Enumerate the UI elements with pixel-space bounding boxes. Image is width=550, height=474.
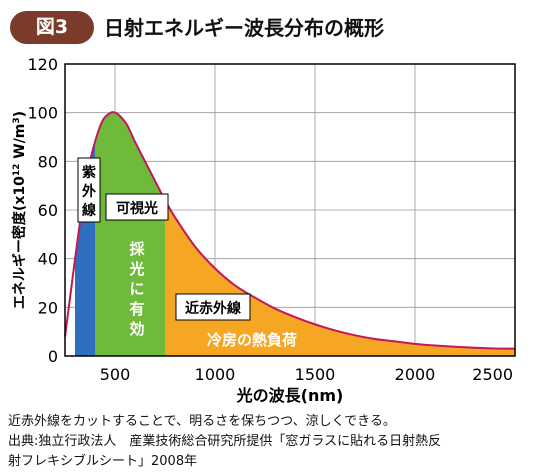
cooling-load-label: 冷房の熱負荷 [207, 331, 297, 349]
y-tick-label: 40 [38, 250, 58, 269]
y-tick-label: 80 [38, 152, 58, 171]
y-tick-label: 100 [27, 104, 58, 123]
daylight-char5: 効 [129, 320, 144, 338]
y-axis-title: エネルギー密度(x1012 W/m3) [11, 111, 28, 309]
visible-light-label-box: 可視光 [105, 193, 169, 221]
y-tick-label: 120 [27, 55, 58, 74]
daylight-char1: 採 [129, 240, 145, 258]
chart-notes: 近赤外線をカットすることで、明るさを保ちつつ、涼しくできる。 出典:独立行政法人… [8, 412, 544, 472]
x-tick-label: 1500 [295, 365, 336, 384]
x-tick-label: 500 [100, 365, 131, 384]
y-tick-label: 60 [38, 201, 58, 220]
solar-energy-chart: 0 20 40 60 80 100 120 500 1000 1500 2000 2500 紫 外 線… [11, 55, 516, 405]
source-line-2: 射フレキシブルシート」2008年 [8, 454, 198, 469]
x-tick-label: 2000 [395, 365, 436, 384]
uv-label-char2: 外 [82, 183, 96, 200]
figure-title: 日射エネルギー波長分布の概形 [104, 16, 384, 40]
plot-frame [64, 63, 516, 357]
axis-ticks: 0 20 40 60 80 100 120 500 1000 1500 2000 2500 [27, 55, 513, 384]
uv-label-box: 紫 外 線 [77, 157, 101, 223]
near-infrared-label-box: 近赤外線 [175, 293, 251, 321]
daylight-char2: 光 [128, 260, 144, 278]
note-line-1: 近赤外線をカットすることで、明るさを保ちつつ、涼しくできる。 [8, 414, 396, 429]
x-axis-title: 光の波長(nm) [236, 386, 344, 405]
source-line-1: 出典:独立行政法人 産業技術総合研究所提供「窓ガラスに貼れる日射熱反 [8, 434, 442, 449]
uv-label-char1: 紫 [82, 164, 96, 181]
y-tick-label: 0 [48, 347, 58, 366]
visible-light-label: 可視光 [116, 200, 158, 217]
figure-number-badge: 図3 [10, 11, 94, 44]
energy-curve [64, 111, 516, 350]
x-tick-label: 2500 [472, 365, 513, 384]
daylight-char3: に [129, 280, 144, 298]
figure-header: 図3 日射エネルギー波長分布の概形 [0, 0, 550, 46]
y-tick-label: 20 [38, 298, 58, 317]
daylight-char4: 有 [129, 300, 144, 318]
daylight-useful-label: 採 光 に 有 効 [128, 240, 145, 338]
uv-label-char3: 線 [82, 202, 96, 219]
x-tick-label: 1000 [195, 365, 236, 384]
near-infrared-label: 近赤外線 [185, 300, 241, 317]
